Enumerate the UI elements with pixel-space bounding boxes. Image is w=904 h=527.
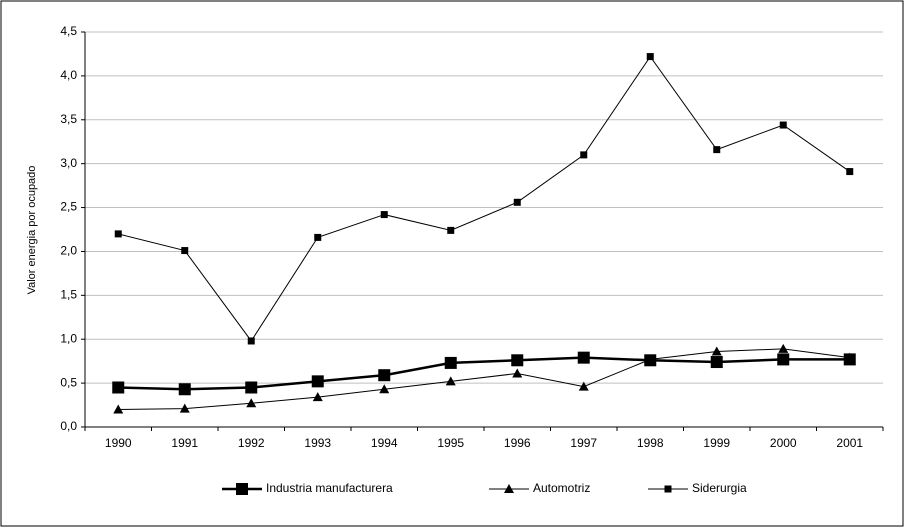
legend-label: Automotriz: [533, 481, 590, 495]
triangle-marker: [778, 343, 789, 353]
x-tick-label: 1998: [637, 436, 664, 450]
x-tick-label: 1990: [105, 436, 132, 450]
square-marker: [447, 226, 455, 234]
triangle-marker: [844, 352, 855, 362]
series-line: [118, 356, 850, 391]
y-tick-label: 2,0: [60, 244, 77, 258]
triangle-marker: [379, 384, 390, 394]
square-marker: [646, 53, 654, 61]
square-marker: [511, 354, 524, 367]
square-marker: [378, 369, 391, 382]
x-tick-label: 1996: [504, 436, 531, 450]
square-marker: [580, 151, 588, 159]
y-tick-label: 2,5: [60, 200, 77, 214]
square-marker: [713, 146, 721, 154]
legend-label: Industria manufacturera: [266, 481, 393, 495]
triangle-marker: [246, 398, 257, 408]
triangle-marker: [578, 381, 589, 391]
y-tick-label: 1,0: [60, 331, 77, 345]
triangle-marker: [512, 368, 523, 378]
triangle-marker: [504, 484, 514, 493]
square-marker: [577, 351, 590, 364]
square-marker: [311, 375, 324, 388]
square-marker: [513, 198, 521, 206]
square-marker: [444, 356, 457, 369]
triangle-marker: [179, 403, 190, 413]
triangle-marker: [711, 346, 722, 356]
square-marker: [112, 381, 125, 394]
y-tick-label: 4,5: [60, 24, 77, 38]
x-tick-label: 1992: [238, 436, 265, 450]
series-line: [118, 55, 851, 342]
square-marker: [245, 381, 258, 394]
square-marker: [314, 233, 322, 241]
series-line: [118, 348, 850, 410]
x-tick-label: 1994: [371, 436, 398, 450]
x-tick-label: 2000: [770, 436, 797, 450]
triangle-marker: [645, 354, 656, 364]
square-marker: [178, 383, 191, 396]
square-marker: [236, 483, 248, 495]
square-marker: [846, 168, 854, 176]
x-tick-label: 1993: [304, 436, 331, 450]
square-marker: [664, 485, 672, 493]
x-tick-label: 1997: [570, 436, 597, 450]
y-tick-label: 4,0: [60, 68, 77, 82]
square-marker: [380, 211, 388, 219]
y-tick-label: 0,5: [60, 375, 77, 389]
x-tick-label: 1995: [437, 436, 464, 450]
y-tick-label: 0,0: [60, 419, 77, 433]
y-tick-label: 1,5: [60, 288, 77, 302]
y-axis-label: Valor energia por ocupado: [26, 166, 38, 295]
square-marker: [710, 356, 723, 369]
x-tick-label: 2001: [836, 436, 863, 450]
x-tick-label: 1991: [171, 436, 198, 450]
x-tick-label: 1999: [703, 436, 730, 450]
square-marker: [181, 247, 189, 255]
y-tick-label: 3,5: [60, 112, 77, 126]
square-marker: [777, 353, 790, 366]
square-marker: [247, 337, 255, 345]
y-tick-label: 3,0: [60, 156, 77, 170]
triangle-marker: [445, 376, 456, 386]
square-marker: [779, 121, 787, 129]
triangle-marker: [113, 404, 124, 414]
legend-label: Siderurgia: [692, 481, 747, 495]
triangle-marker: [312, 392, 323, 402]
square-marker: [114, 230, 122, 238]
